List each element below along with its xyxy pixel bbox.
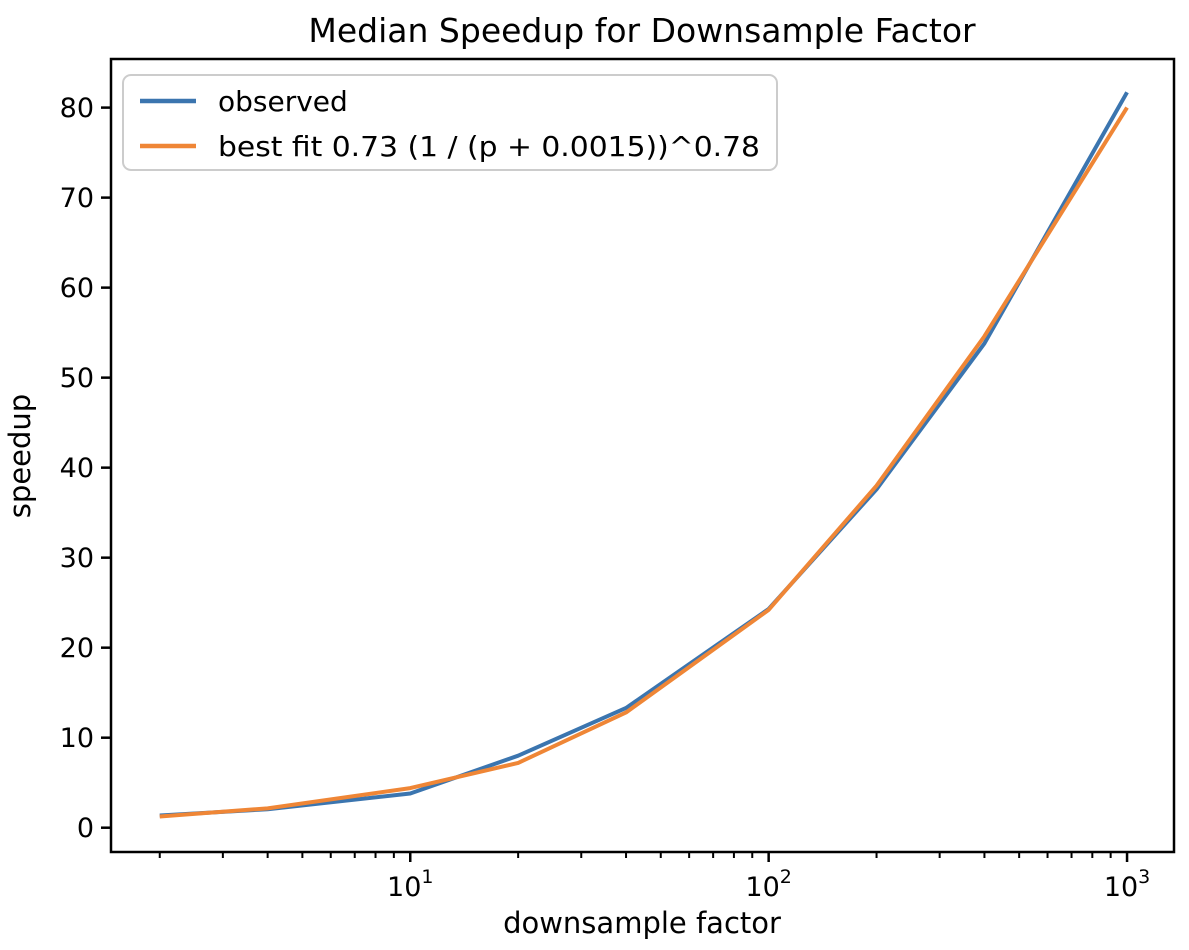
series-line-best-fit xyxy=(159,106,1129,819)
legend-box xyxy=(122,74,778,171)
y-tick-label: 0 xyxy=(77,813,94,844)
x-axis-label: downsample factor xyxy=(503,906,781,940)
x-tick-label: 103 xyxy=(1104,866,1150,903)
series-line-observed xyxy=(159,91,1129,818)
axes: 0 10 20 30 40 50 60 70 80 101 102 103 xyxy=(60,57,1176,903)
chart-title: Median Speedup for Downsample Factor xyxy=(308,11,976,50)
y-tick-label: 80 xyxy=(60,93,94,124)
legend-label-observed: observed xyxy=(218,85,348,118)
y-tick-label: 60 xyxy=(60,273,94,304)
y-axis-label: speedup xyxy=(3,394,37,518)
legend-label-best-fit: best fit 0.73 (1 / (p + 0.0015))^0.78 xyxy=(218,130,760,163)
plot-lines xyxy=(159,91,1129,819)
y-tick-label: 20 xyxy=(60,633,94,664)
x-tick-label: 102 xyxy=(745,866,791,903)
y-tick-label: 10 xyxy=(60,723,94,754)
y-tick-label: 30 xyxy=(60,543,94,574)
plot-border xyxy=(109,57,1176,854)
legend: observed best fit 0.73 (1 / (p + 0.0015)… xyxy=(122,74,778,171)
y-tick-label: 50 xyxy=(60,363,94,394)
x-tick-label: 101 xyxy=(387,866,433,903)
y-tick-label: 70 xyxy=(60,183,94,214)
y-tick-label: 40 xyxy=(60,453,94,484)
